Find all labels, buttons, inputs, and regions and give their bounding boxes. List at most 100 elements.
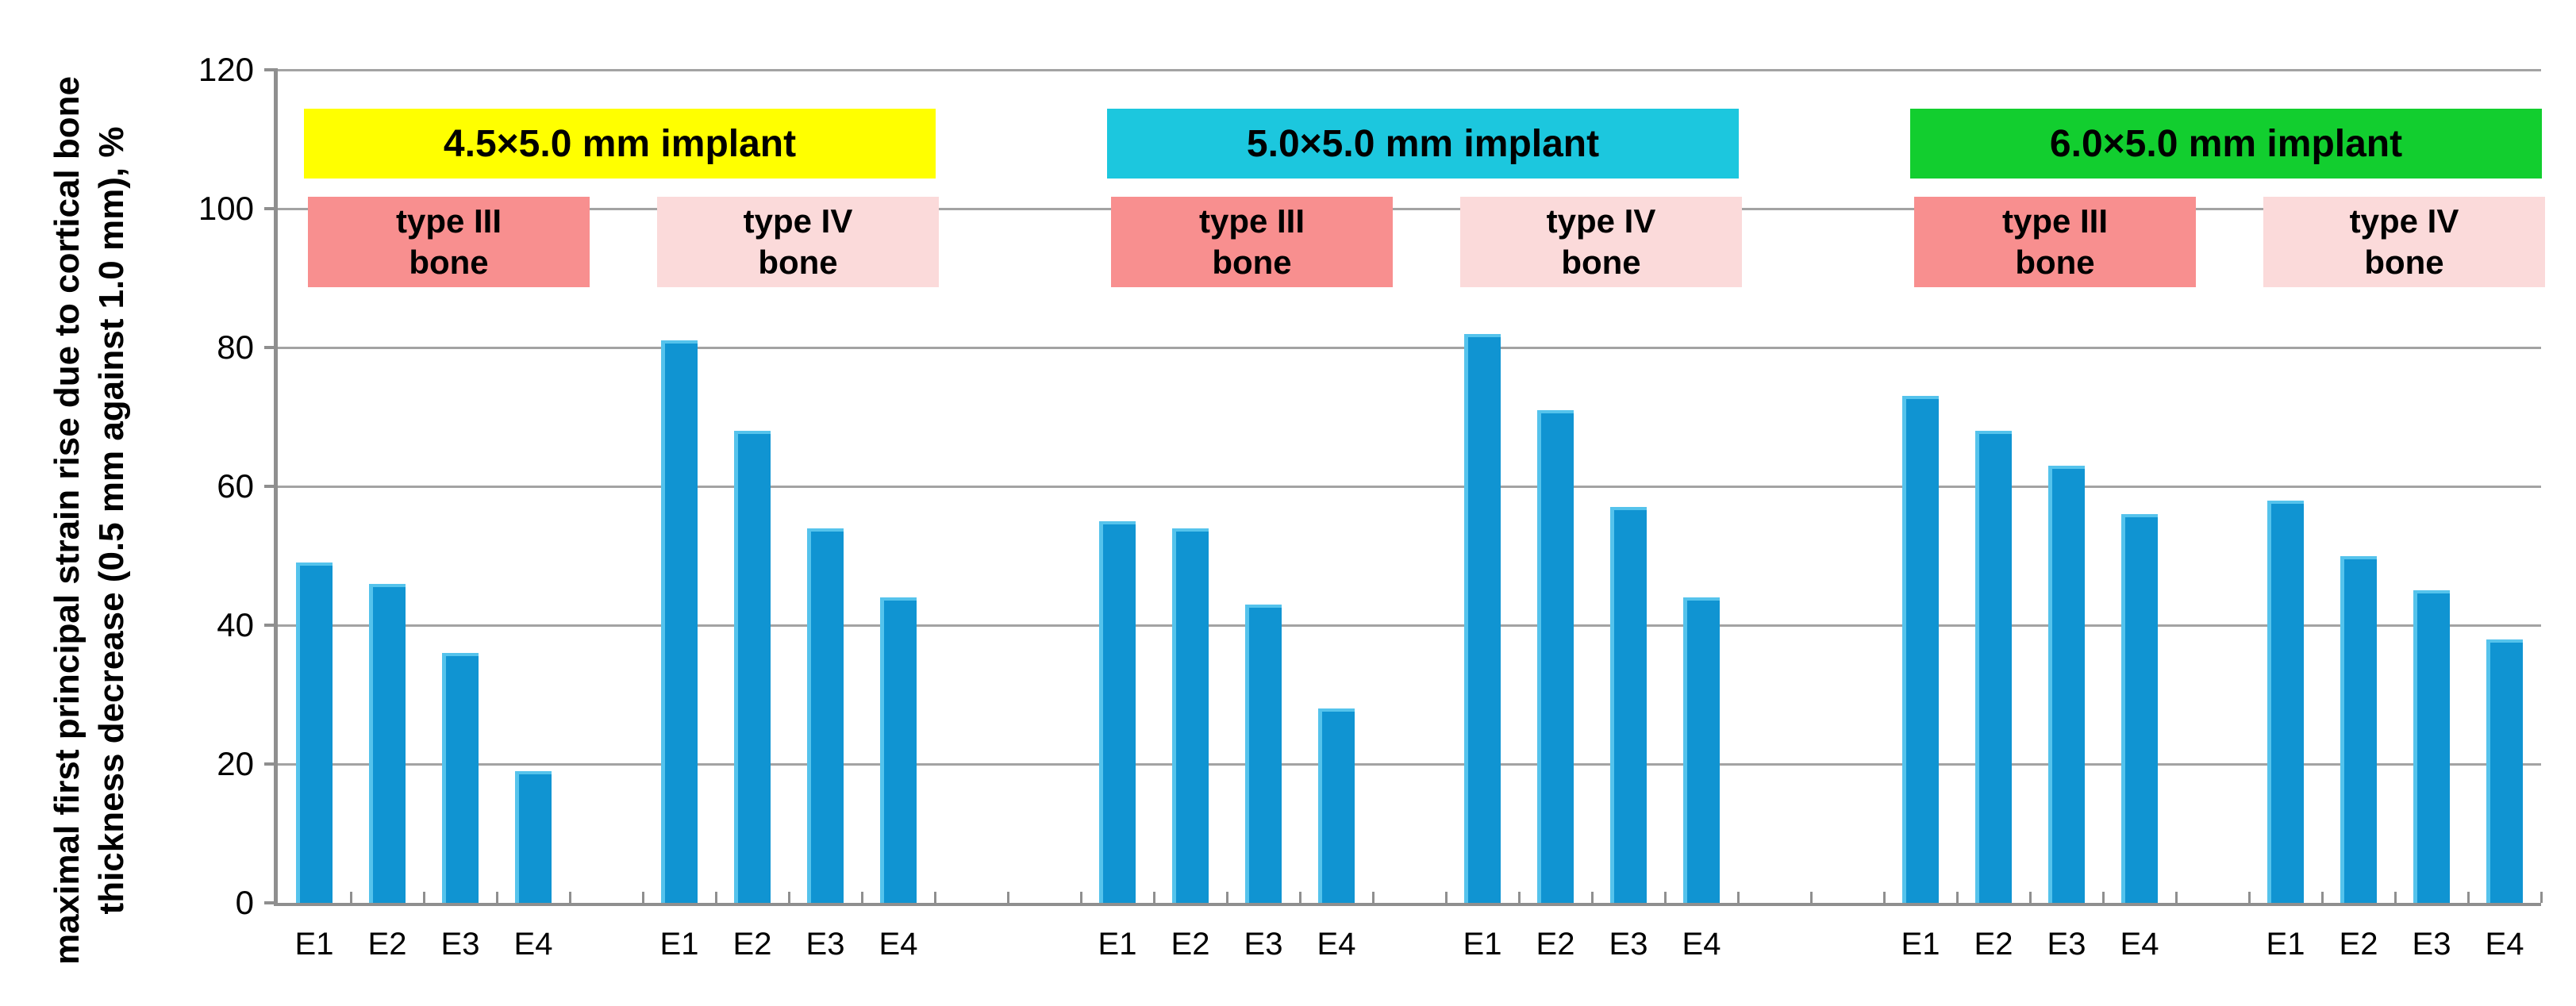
gridline-40 <box>278 624 2541 627</box>
bone-type-label-line2: bone <box>2015 244 2095 281</box>
y-axis <box>274 70 278 906</box>
bone-type-box-group2: type IV bone <box>657 197 939 287</box>
x-category-label: E4 <box>513 927 553 962</box>
y-axis-tick-40 <box>264 624 278 627</box>
bone-type-label-line1: type III <box>2001 202 2109 240</box>
x-axis-tick <box>2248 892 2251 903</box>
x-category-label: E2 <box>367 927 407 962</box>
x-axis-tick <box>569 892 571 903</box>
x-axis-tick <box>1299 892 1301 903</box>
y-axis-title-line2: thickness decrease (0.5 mm against 1.0 m… <box>92 126 131 915</box>
bone-type-label-line2: bone <box>1212 244 1292 281</box>
bar-group6-e1 <box>2267 500 2304 903</box>
bar-group5-e4 <box>2121 514 2158 903</box>
implant-band-2: 5.0×5.0 mm implant <box>1107 109 1739 179</box>
implant-band-1: 4.5×5.0 mm implant <box>304 109 936 179</box>
bar-group4-e4 <box>1683 597 1720 903</box>
y-tick-label-0: 0 <box>235 884 254 921</box>
x-axis-tick <box>1591 892 1594 903</box>
gridline-60 <box>278 486 2541 488</box>
y-axis-tick-0 <box>264 901 278 904</box>
x-category-label: E3 <box>1609 927 1648 962</box>
x-axis-tick <box>1372 892 1375 903</box>
bone-type-box-group5: type III bone <box>1914 197 2196 287</box>
x-axis <box>278 903 2541 906</box>
y-tick-label-100: 100 <box>198 190 254 227</box>
y-tick-label-20: 20 <box>217 745 254 782</box>
x-axis-tick <box>642 892 644 903</box>
x-category-label: E1 <box>294 927 334 962</box>
bar-group6-e4 <box>2486 639 2523 903</box>
bar-group2-e3 <box>807 528 844 903</box>
y-axis-tick-20 <box>264 762 278 766</box>
x-category-label: E1 <box>659 927 699 962</box>
y-axis-tick-100 <box>264 207 278 210</box>
x-axis-tick <box>2321 892 2324 903</box>
bar-group2-e4 <box>880 597 917 903</box>
bar-group1-e2 <box>369 583 406 903</box>
bone-type-label-line1: type III <box>1198 202 1305 240</box>
x-axis-tick <box>2394 892 2397 903</box>
bar-group4-e3 <box>1610 507 1647 903</box>
bone-type-label-line2: bone <box>409 244 489 281</box>
x-axis-tick <box>1445 892 1448 903</box>
bone-type-label-line2: bone <box>1561 244 1641 281</box>
bar-group4-e2 <box>1537 409 1574 903</box>
x-category-label: E4 <box>1317 927 1356 962</box>
y-tick-label-80: 80 <box>217 328 254 366</box>
bar-group4-e1 <box>1464 333 1501 903</box>
bar-group6-e3 <box>2413 590 2450 903</box>
x-axis-tick <box>1153 892 1155 903</box>
x-category-label: E1 <box>1463 927 1502 962</box>
bar-group5-e3 <box>2048 465 2085 903</box>
bone-type-box-group3: type III bone <box>1111 197 1393 287</box>
y-tick-label-120: 120 <box>198 51 254 88</box>
x-axis-tick <box>1080 892 1082 903</box>
bone-type-box-group6: type IV bone <box>2263 197 2545 287</box>
x-axis-tick <box>934 892 936 903</box>
x-category-label: E4 <box>2485 927 2524 962</box>
y-tick-label-40: 40 <box>217 606 254 643</box>
x-axis-tick <box>1737 892 1740 903</box>
x-axis-tick <box>2467 892 2470 903</box>
bar-group5-e2 <box>1975 431 2012 903</box>
x-axis-tick <box>1883 892 1886 903</box>
bone-type-label-line2: bone <box>758 244 838 281</box>
x-category-label: E3 <box>2047 927 2086 962</box>
y-axis-tick-120 <box>264 68 278 71</box>
x-axis-tick <box>2029 892 2032 903</box>
bar-group3-e4 <box>1318 708 1355 903</box>
bar-group1-e4 <box>515 770 552 903</box>
x-axis-tick <box>2102 892 2105 903</box>
bone-type-label-line1: type III <box>395 202 502 240</box>
gridline-100 <box>278 208 2541 210</box>
x-category-label: E1 <box>1901 927 1940 962</box>
bar-group2-e2 <box>734 431 771 903</box>
x-axis-tick <box>861 892 863 903</box>
x-axis-tick <box>423 892 425 903</box>
y-axis-tick-60 <box>264 485 278 488</box>
x-category-label: E2 <box>1974 927 2013 962</box>
x-category-label: E3 <box>2412 927 2451 962</box>
gridline-20 <box>278 763 2541 766</box>
bar-group6-e2 <box>2340 555 2377 903</box>
bar-group1-e3 <box>442 653 479 903</box>
x-axis-tick <box>496 892 498 903</box>
x-category-label: E3 <box>1244 927 1283 962</box>
bar-group3-e1 <box>1099 520 1136 903</box>
gridline-120 <box>278 69 2541 71</box>
x-category-label: E4 <box>1682 927 1721 962</box>
bone-type-label-line2: bone <box>2364 244 2444 281</box>
bone-type-label-line1: type IV <box>2349 202 2459 240</box>
bone-type-label-line1: type IV <box>743 202 853 240</box>
x-axis-tick <box>1956 892 1959 903</box>
x-axis-tick <box>350 892 352 903</box>
bar-group3-e3 <box>1245 604 1282 903</box>
x-category-label: E3 <box>805 927 845 962</box>
x-category-label: E4 <box>2120 927 2159 962</box>
x-category-label: E2 <box>2339 927 2378 962</box>
bar-group5-e1 <box>1902 396 1939 903</box>
y-axis-tick-80 <box>264 346 278 349</box>
bar-group2-e1 <box>661 340 698 903</box>
